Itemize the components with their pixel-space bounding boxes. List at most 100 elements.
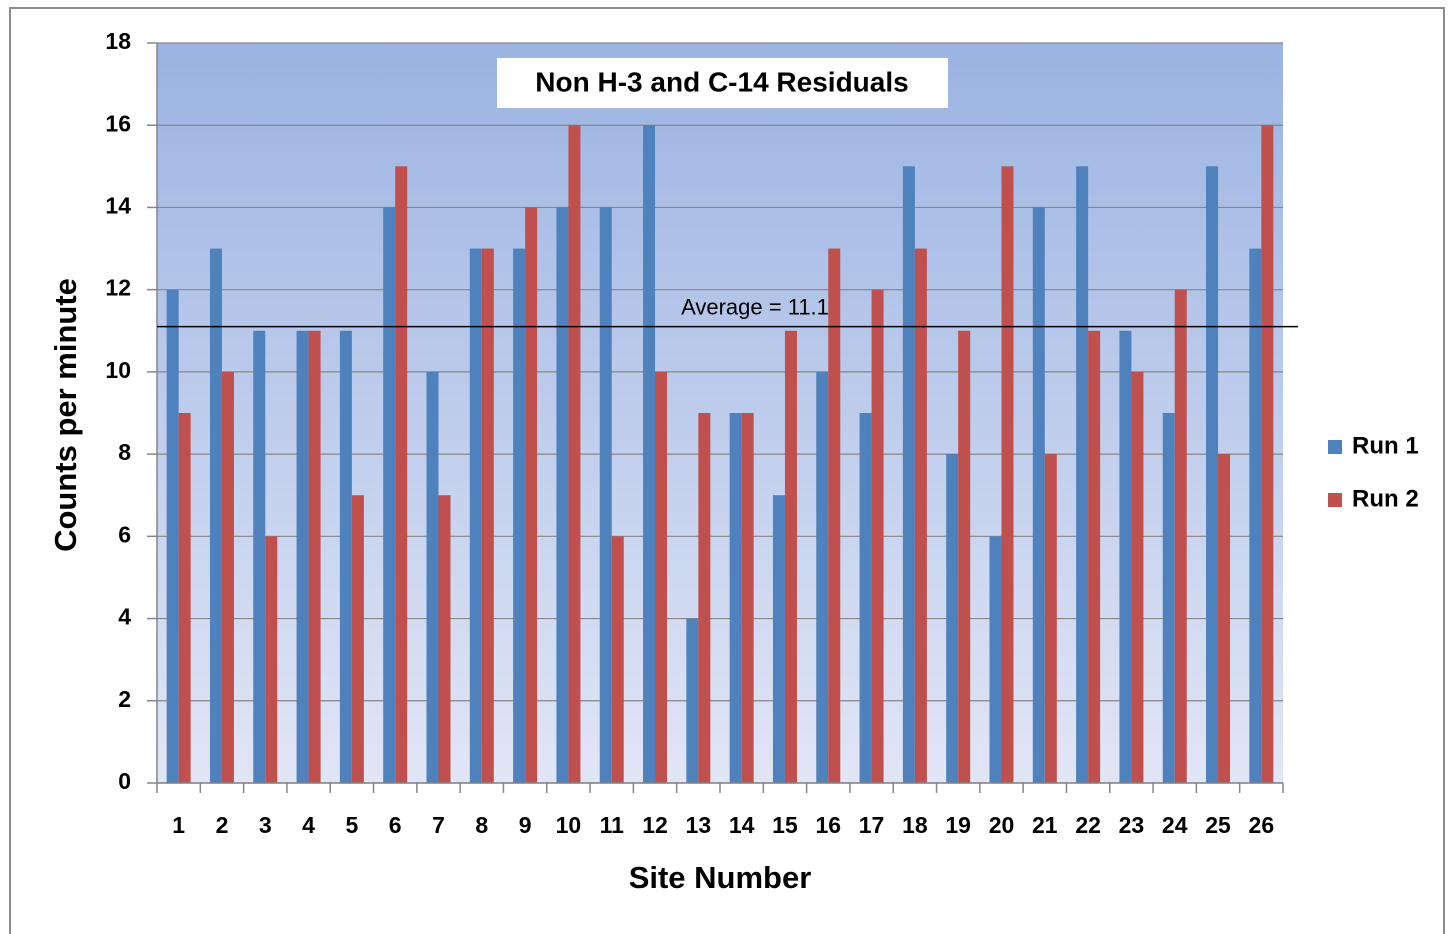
y-tick-label: 14 (105, 193, 131, 219)
legend-label: Run 1 (1352, 432, 1419, 459)
x-tick-label: 25 (1205, 812, 1231, 838)
bar (568, 125, 581, 783)
x-tick-label: 6 (389, 812, 402, 838)
bar (871, 289, 884, 783)
bar (1206, 166, 1219, 784)
x-tick-label: 5 (345, 812, 358, 838)
bar (784, 330, 797, 783)
bar (1044, 454, 1057, 783)
bar (395, 166, 408, 784)
bar (946, 454, 959, 783)
y-tick-label: 0 (118, 768, 131, 794)
bar (1131, 371, 1144, 783)
bar (383, 207, 396, 783)
x-tick-label: 3 (259, 812, 272, 838)
bar (902, 166, 915, 784)
bar (1261, 125, 1274, 783)
bar (209, 248, 222, 784)
x-tick-label: 17 (859, 812, 885, 838)
x-tick-label: 21 (1032, 812, 1058, 838)
bar (729, 413, 742, 783)
bar (611, 536, 624, 783)
bar (253, 330, 266, 783)
x-tick-label: 1 (172, 812, 185, 838)
bar (1218, 454, 1231, 783)
bar (296, 330, 309, 783)
legend-label: Run 2 (1352, 485, 1419, 512)
bar (698, 413, 711, 783)
bar (308, 330, 321, 783)
x-axis-title: Site Number (629, 860, 812, 895)
x-tick-label: 4 (302, 812, 315, 838)
bar (1032, 207, 1045, 783)
x-tick-label: 18 (902, 812, 928, 838)
x-tick-label: 12 (642, 812, 668, 838)
y-axis-title: Counts per minute (48, 278, 83, 552)
plot-area (157, 43, 1283, 783)
bar (178, 413, 191, 783)
x-tick-label: 9 (519, 812, 532, 838)
bar (339, 330, 352, 783)
bar (1076, 166, 1089, 784)
bar (859, 413, 872, 783)
bar (643, 125, 656, 783)
y-tick-label: 12 (105, 275, 131, 301)
bar (1088, 330, 1101, 783)
bar (686, 618, 699, 783)
bar (958, 330, 971, 783)
bar (351, 495, 364, 783)
y-tick-label: 18 (105, 28, 131, 54)
x-tick-label: 14 (729, 812, 755, 838)
y-tick-label: 16 (105, 110, 131, 136)
x-tick-label: 23 (1119, 812, 1145, 838)
y-tick-label: 4 (118, 604, 131, 630)
x-tick-label: 11 (600, 812, 625, 838)
legend-swatch (1328, 493, 1342, 507)
x-tick-label: 20 (989, 812, 1015, 838)
legend-swatch (1328, 440, 1342, 454)
bars (166, 125, 1274, 784)
bar (166, 289, 179, 783)
x-tick-label: 13 (686, 812, 712, 838)
bar (438, 495, 451, 783)
chart-border (9, 7, 1445, 934)
x-tick-label: 8 (475, 812, 488, 838)
bar (265, 536, 278, 783)
x-tick-label: 7 (432, 812, 445, 838)
bar (989, 536, 1002, 783)
y-tick-label: 8 (118, 439, 131, 465)
x-tick-label: 10 (556, 812, 582, 838)
x-tick-label: 2 (216, 812, 229, 838)
x-tick-label: 22 (1075, 812, 1101, 838)
average-label: Average = 11.1 (681, 294, 829, 319)
bar (1001, 166, 1014, 784)
bar (525, 207, 538, 783)
x-tick-label: 24 (1162, 812, 1188, 838)
y-tick-label: 10 (105, 357, 131, 383)
title-box (497, 58, 948, 108)
bar (1162, 413, 1175, 783)
y-tick-label: 6 (118, 521, 131, 547)
x-tick-label: 26 (1249, 812, 1275, 838)
x-tick-label: 19 (945, 812, 971, 838)
bar (513, 248, 526, 784)
bar (1119, 330, 1132, 783)
bar (469, 248, 482, 784)
bar (914, 248, 927, 784)
bar (1174, 289, 1187, 783)
bar (772, 495, 785, 783)
bar (426, 371, 439, 783)
chart-title: Non H-3 and C-14 Residuals (535, 66, 908, 97)
x-tick-label: 15 (772, 812, 798, 838)
bar (828, 248, 841, 784)
bar (221, 371, 234, 783)
x-tick-label: 16 (815, 812, 841, 838)
bar (655, 371, 668, 783)
bar (816, 371, 829, 783)
bar (556, 207, 569, 783)
bar (481, 248, 494, 784)
bar (599, 207, 612, 783)
y-tick-label: 2 (118, 686, 131, 712)
bar (741, 413, 754, 783)
